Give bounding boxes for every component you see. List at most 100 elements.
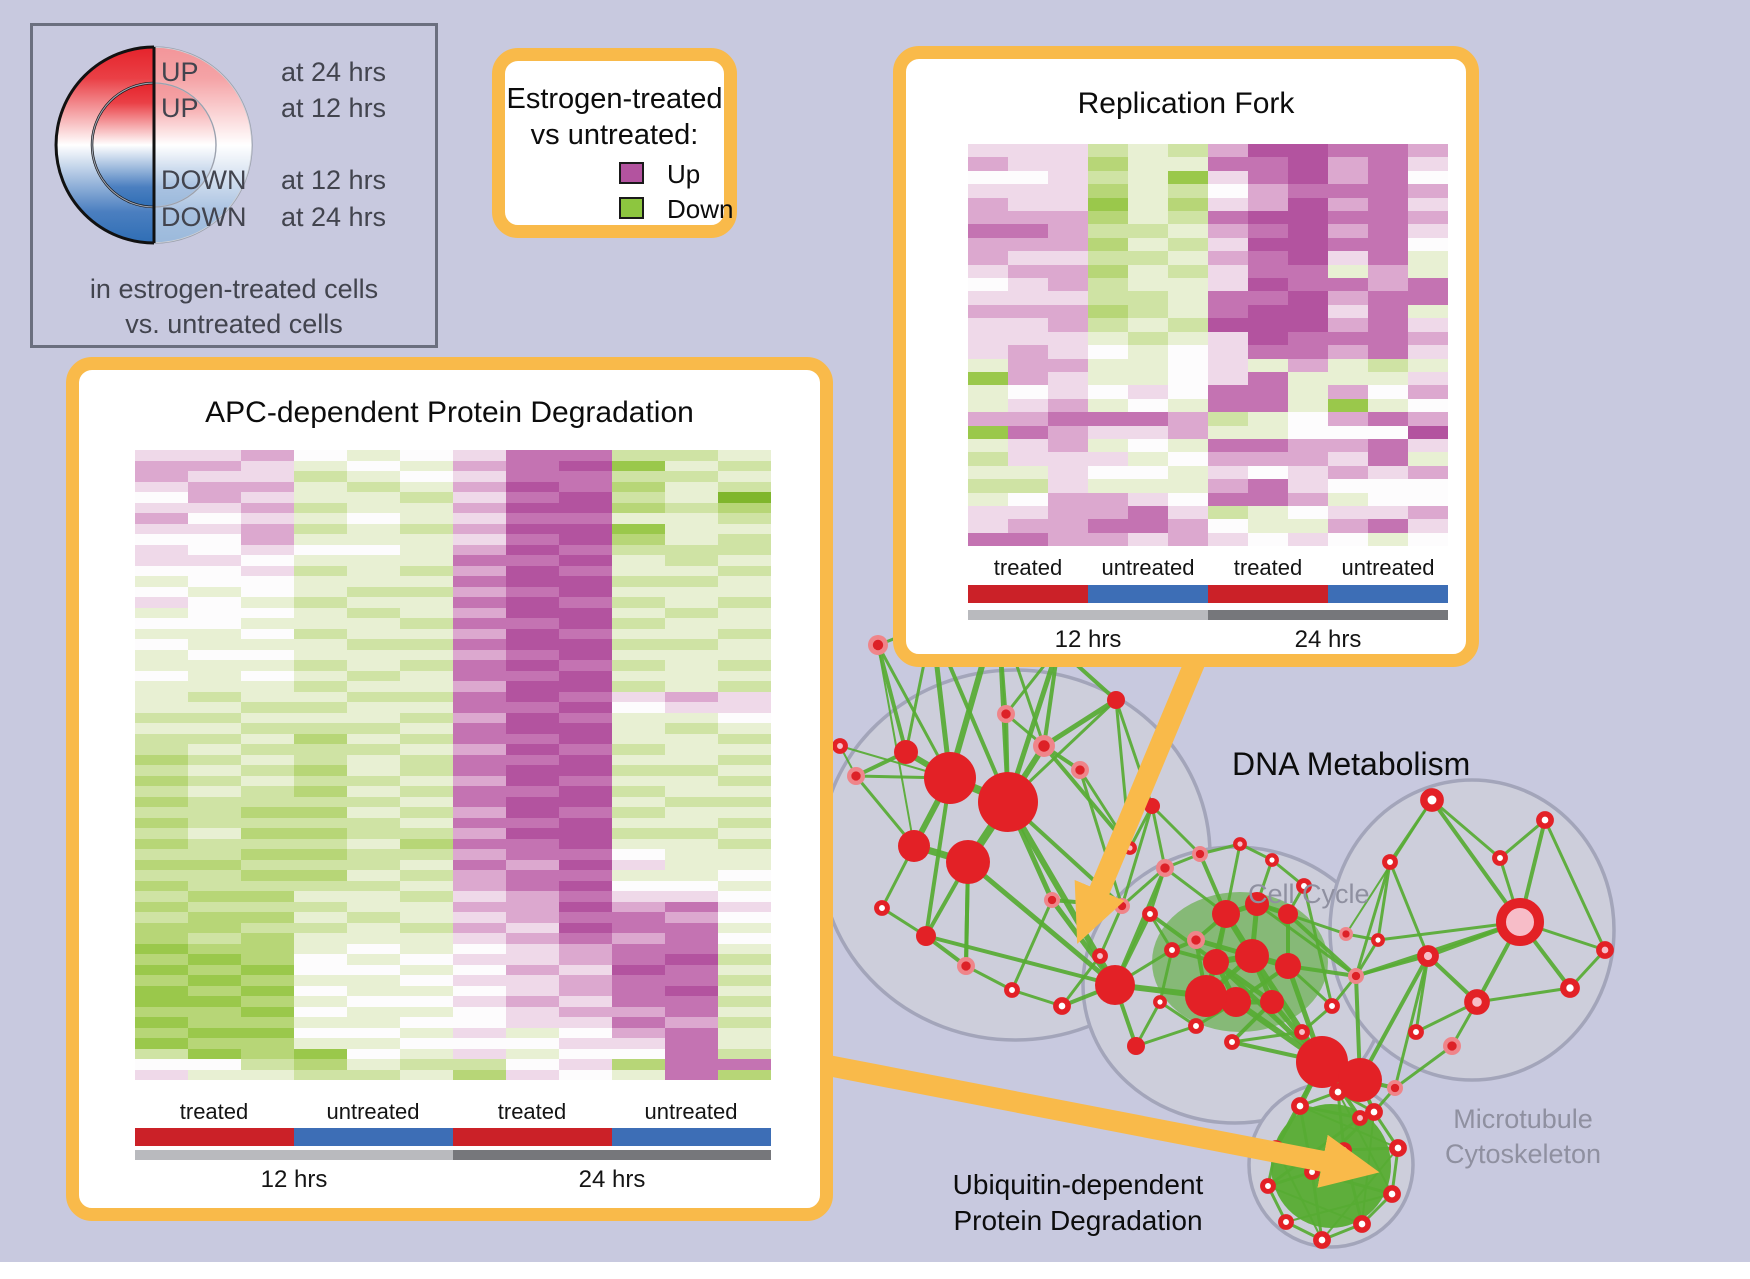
heatmap-cell [400,534,453,545]
heatmap-cell [1128,331,1168,346]
concentric-circles-legend: UP at 24 hrs UP at 12 hrs DOWN at 12 hrs… [54,45,386,339]
heatmap-cell [612,1069,665,1080]
heatmap-cell [1208,264,1248,279]
heatmap-cell [400,1006,453,1017]
heatmap-cell [1208,398,1248,413]
heatmap-cell [1288,144,1328,158]
heatmap-cell [453,471,506,482]
heatmap-cell [1088,278,1128,292]
heatmap-cell [1368,157,1408,171]
heatmap-cell [1168,291,1208,305]
heatmap-cell [1008,505,1048,520]
heatmap-cell [453,1069,506,1080]
network-node-solid [1260,990,1284,1014]
heatmap-cell [1168,532,1208,547]
network-node-solid [978,772,1038,832]
heatmap-row [135,754,771,765]
heatmap-cell [1048,170,1088,185]
heatmap-cell [506,660,559,671]
heatmap-cell [1168,452,1208,466]
heatmap-cell [188,996,241,1007]
heatmap-cell [718,492,771,503]
heatmap-cell [665,702,718,713]
heatmap-cell [241,565,294,576]
network-node-pink [1233,837,1247,851]
network-node-solid [1203,949,1229,975]
heatmap-cell [506,964,559,975]
heatmap-cell [1288,224,1328,238]
network-edge [1299,1104,1361,1120]
heatmap-cell [665,1048,718,1059]
heatmap-cell [506,576,559,587]
heatmap-cell [1288,532,1328,547]
network-node-ring [1383,1185,1401,1203]
heatmap-cell [1048,224,1088,238]
heatmap-cell [1408,224,1448,238]
heatmap-cell [135,954,188,965]
heatmap-cell [241,649,294,660]
rf-untreated-bar-24 [1328,585,1448,603]
heatmap-cell [559,870,612,881]
cluster-label-dna-metabolism: DNA Metabolism [1232,746,1470,782]
heatmap-cell [241,607,294,618]
heatmap-cell [188,660,241,671]
heatmap-cell [1168,251,1208,265]
heatmap-cell [665,754,718,765]
heatmap-cell [1408,479,1448,493]
heatmap-cell [294,1059,347,1070]
network-edge [1543,819,1607,951]
heatmap-cell [1088,505,1128,520]
heatmap-cell [1248,452,1288,466]
heatmap-cell [506,481,559,492]
heatmap-cell [1048,412,1088,426]
heatmap-cell [188,565,241,576]
heatmap-row [135,922,771,933]
heatmap-cell [665,744,718,755]
heatmap-row [135,460,771,471]
heatmap-cell [968,264,1008,279]
heatmap-cell [718,849,771,860]
heatmap-cell [135,502,188,513]
heatmap-cell [968,345,1008,359]
heatmap-cell [135,964,188,975]
network-edge [1499,818,1546,860]
heatmap-cell [1048,532,1088,547]
heatmap-row [968,398,1448,413]
heatmap-cell [1168,479,1208,493]
heatmap-cell [559,1048,612,1059]
heatmap-cell [665,859,718,870]
network-node-ring [1336,1142,1352,1158]
heatmap-cell [506,943,559,954]
heatmap-cell [612,1038,665,1049]
heatmap-cell [294,744,347,755]
heatmap-cell [188,933,241,944]
network-node-solid [1221,987,1251,1017]
heatmap-cell [612,660,665,671]
heatmap-cell [1368,144,1408,158]
heatmap-cell [347,723,400,734]
heatmap-cell [612,796,665,807]
heatmap-cell [347,649,400,660]
heatmap-cell [506,765,559,776]
heatmap-cell [665,628,718,639]
heatmap-cell [400,1069,453,1080]
heatmap-cell [559,828,612,839]
label-at-12hrs-top: at 12 hrs [281,93,386,123]
heatmap-cell [718,891,771,902]
heatmap-cell [1048,304,1088,319]
heatmap-cell [1368,425,1408,439]
network-edge [1120,805,1154,907]
heatmap-cell [135,607,188,618]
heatmap-cell [135,597,188,608]
heatmap-cell [1128,144,1168,158]
apc-12hrs-label: 12 hrs [260,1166,328,1193]
network-node-dot-inner [1047,895,1057,905]
heatmap-cell [135,901,188,912]
rf-treated-bar-24 [1208,585,1328,603]
heatmap-cell [188,712,241,723]
heatmap-cell [559,744,612,755]
network-node-dot-inner [1038,740,1050,752]
network-node-bigpink [1496,898,1544,946]
heatmap-cell [453,460,506,471]
heatmap-cell [241,943,294,954]
